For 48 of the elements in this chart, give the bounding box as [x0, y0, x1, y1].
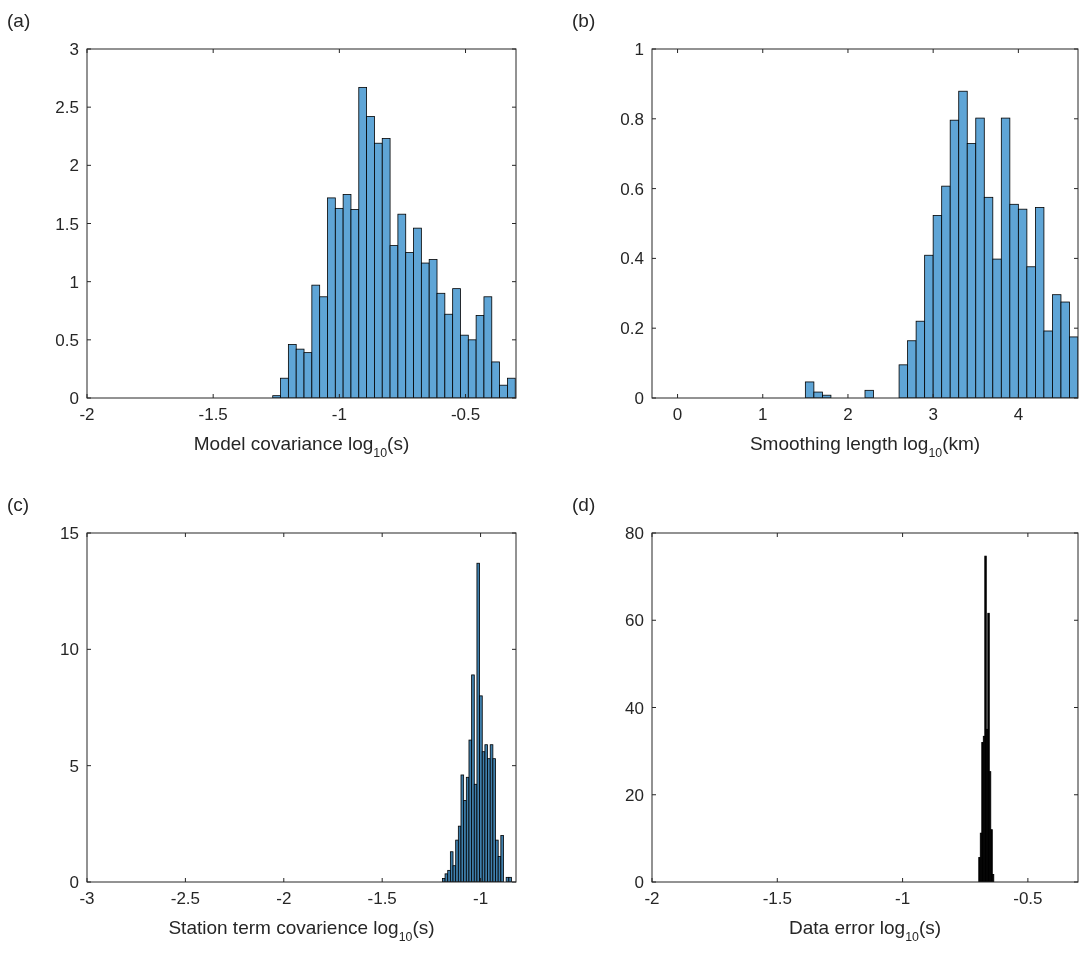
x-tick-label: -2 — [644, 889, 660, 908]
x-tick-label: 1 — [758, 405, 768, 424]
y-tick-label: 2.5 — [55, 98, 79, 118]
y-tick-label: 1 — [634, 40, 644, 59]
y-tick-label: 10 — [60, 640, 79, 660]
y-tick-label: 1 — [69, 272, 79, 292]
y-tick-label: 0 — [69, 389, 79, 408]
y-tick-label: 0 — [69, 873, 79, 892]
y-tick-label: 2 — [69, 156, 79, 176]
x-tick-label: -2.5 — [170, 889, 201, 908]
x-axis-title: Smoothing length log$_{10}$(km) — [749, 433, 981, 460]
y-tick-label: 0.8 — [620, 109, 644, 129]
y-tick-label: 0.4 — [620, 249, 644, 269]
x-tick-label: 0 — [672, 405, 683, 424]
y-tick-label: 60 — [625, 611, 644, 631]
y-tick-label: 3 — [69, 40, 79, 59]
chart-title: (d) — [572, 494, 596, 515]
x-tick-label: -1.5 — [198, 405, 228, 424]
y-tick-label: 1.5 — [55, 214, 79, 234]
x-tick-label: -0.5 — [450, 405, 481, 424]
chart-title: (b) — [572, 10, 596, 31]
x-tick-label: -0.5 — [1013, 889, 1043, 908]
x-tick-label: -1.5 — [367, 889, 397, 908]
y-tick-label: 0 — [634, 873, 644, 892]
x-tick-label: -3 — [79, 889, 95, 908]
y-tick-label: 20 — [625, 785, 644, 805]
y-tick-label: 15 — [60, 524, 79, 543]
x-tick-label: -1 — [473, 889, 489, 908]
x-axis-title: Model covariance log$_{10}$(s) — [193, 433, 410, 460]
x-axis-title: Data error log$_{10}$(s) — [788, 917, 942, 944]
x-axis-title: Station term covarience log$_{10}$(s) — [168, 917, 435, 944]
x-tick-label: 3 — [928, 405, 938, 424]
x-tick-label: 2 — [843, 405, 853, 424]
y-tick-label: 0.6 — [620, 179, 644, 199]
x-tick-label: 4 — [1013, 405, 1024, 424]
x-tick-label: -1 — [895, 889, 911, 908]
x-tick-label: -1.5 — [762, 889, 792, 908]
y-tick-label: 5 — [69, 756, 79, 776]
chart-title: (c) — [7, 494, 30, 515]
y-tick-label: 40 — [625, 698, 644, 718]
y-tick-label: 80 — [625, 524, 644, 543]
y-tick-label: 0.5 — [55, 330, 79, 350]
x-tick-label: -1 — [331, 405, 347, 424]
x-tick-label: -2 — [276, 889, 292, 908]
x-tick-label: -2 — [79, 405, 95, 424]
y-tick-label: 0 — [634, 389, 644, 408]
y-tick-label: 0.2 — [620, 319, 644, 339]
chart-title: (a) — [7, 10, 31, 31]
